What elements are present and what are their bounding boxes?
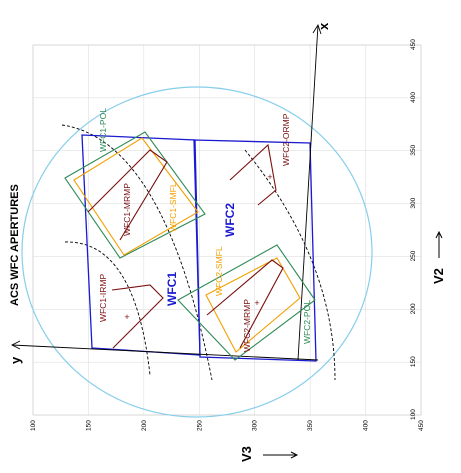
v3-axis-label: V3 — [239, 446, 254, 462]
wfc1-smfl-outline — [73, 137, 199, 256]
wfc1-pol-outline — [64, 131, 206, 259]
field-circle — [21, 86, 373, 418]
v3-tick-labels: 100 150 200 250 300 350 400 450 — [30, 420, 425, 431]
v3-tick-label: 450 — [418, 420, 425, 431]
v2-direction-arrow-head — [435, 230, 443, 239]
v2-tick-label: 350 — [410, 144, 417, 155]
v2-tick-label: 150 — [410, 356, 417, 367]
v2-axis-label: V2 — [431, 268, 446, 284]
x-axis-arrow — [312, 23, 322, 35]
x-axis-line — [297, 24, 319, 361]
wfc1-chip-label: WFC1 — [165, 272, 179, 306]
wfc1-pol-label: WFC1-POL — [98, 108, 108, 152]
v3-direction-arrow-head — [290, 451, 299, 459]
y-axis-line — [11, 344, 319, 361]
v2-tick-label: 400 — [410, 92, 417, 103]
v3-tick-label: 300 — [252, 420, 259, 431]
wfc2-mrmp-ref-mark: + — [254, 298, 259, 308]
v3-tick-label: 350 — [307, 420, 314, 431]
dashed-arc-2 — [64, 241, 151, 376]
wfc2-ormp-label: WFC2-ORMP — [281, 113, 291, 166]
wfc2-chip-outline — [193, 139, 317, 362]
wfc1-irmp-label: WFC1-IRMP — [98, 274, 108, 322]
v2-tick-label: 250 — [410, 250, 417, 261]
wfc1-irmp-outline — [111, 284, 164, 349]
y-axis-arrow — [10, 340, 21, 350]
diagram-title: ACS WFC APERTURES — [9, 184, 21, 306]
v3-tick-label: 200 — [141, 420, 148, 431]
wfc2-smfl-label: WFC2-SMFL — [214, 246, 224, 296]
v2-tick-labels: 100 150 200 250 300 350 400 450 — [410, 39, 417, 420]
v3-tick-label: 250 — [196, 420, 203, 431]
wfc2-pol-label: WFC2-POL — [302, 300, 312, 344]
x-axis-label: x — [316, 22, 331, 30]
y-axis-label: y — [8, 356, 23, 364]
wfc2-mrmp-outline — [206, 259, 284, 349]
wfc1-mrmp-label: WFC1-MRMP — [122, 183, 132, 236]
v2-tick-label: 100 — [410, 409, 417, 420]
dashed-arc-3 — [244, 149, 336, 381]
v3-tick-label: 400 — [363, 420, 370, 431]
wfc2-ormp-outline — [229, 143, 277, 206]
v2-tick-label: 300 — [410, 197, 417, 208]
v3-tick-label: 100 — [30, 420, 37, 431]
wfc1-irmp-ref-mark: + — [124, 312, 129, 322]
wfc2-chip-label: WFC2 — [223, 203, 237, 237]
wfc2-ormp-ref-mark: + — [267, 172, 272, 182]
wfc2-pol-outline — [177, 244, 316, 361]
wfc1-smfl-label: WFC1-SMFL — [168, 182, 178, 232]
v2-tick-label: 450 — [410, 39, 417, 50]
wfc2-smfl-outline — [205, 257, 301, 353]
v3-tick-label: 150 — [85, 420, 92, 431]
v2-tick-label: 200 — [410, 303, 417, 314]
wfc1-mrmp-outline — [87, 149, 168, 241]
wfc2-mrmp-label: WFC2-MRMP — [242, 299, 252, 352]
